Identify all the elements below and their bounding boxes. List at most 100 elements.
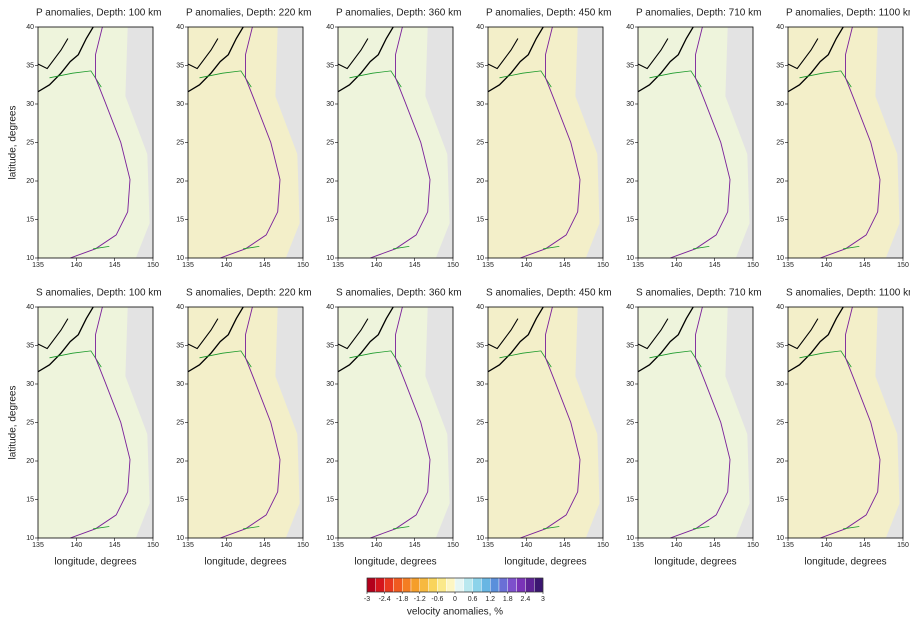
y-tick-label: 35 [476, 62, 484, 69]
x-tick-label: 145 [409, 542, 421, 549]
y-tick-label: 10 [626, 255, 634, 262]
y-tick-label: 35 [26, 62, 34, 69]
y-tick-label: 30 [176, 101, 184, 108]
colorbar-tick-label: 1.8 [503, 596, 513, 603]
y-tick-label: 25 [476, 139, 484, 146]
map-area [488, 307, 603, 538]
y-tick-label: 30 [176, 381, 184, 388]
y-tick-label: 15 [476, 216, 484, 223]
plate-boundary [93, 526, 110, 530]
y-tick-label: 40 [176, 304, 184, 311]
x-tick-label: 140 [670, 542, 682, 549]
x-axis-label: longitude, degrees [504, 557, 586, 568]
map-area [638, 27, 753, 258]
y-tick-label: 40 [626, 24, 634, 31]
y-tick-label: 15 [326, 216, 334, 223]
y-tick-label: 25 [626, 139, 634, 146]
plate-boundary [693, 526, 710, 530]
coastline [638, 38, 669, 70]
y-tick-label: 40 [176, 24, 184, 31]
y-tick-label: 25 [26, 419, 34, 426]
y-tick-label: 35 [776, 62, 784, 69]
data-region [338, 27, 450, 258]
x-tick-label: 150 [297, 542, 309, 549]
color-box [384, 577, 394, 593]
x-tick-label: 150 [747, 542, 759, 549]
trench [370, 27, 431, 258]
data-region [788, 27, 900, 258]
y-tick-label: 35 [476, 342, 484, 349]
color-box [428, 577, 438, 593]
trench [820, 27, 881, 258]
y-tick-label: 10 [626, 535, 634, 542]
y-tick-label: 10 [476, 535, 484, 542]
color-box [366, 577, 377, 593]
y-tick-label: 25 [326, 419, 334, 426]
x-tick-label: 145 [409, 262, 421, 269]
y-tick-label: 30 [26, 101, 34, 108]
y-tick-label: 15 [26, 496, 34, 503]
x-tick-label: 150 [597, 262, 609, 269]
y-tick-label: 25 [626, 419, 634, 426]
y-tick-label: 15 [626, 496, 634, 503]
plate-boundary [393, 246, 410, 250]
y-tick-label: 25 [326, 139, 334, 146]
y-tick-label: 30 [326, 101, 334, 108]
coastline [38, 318, 69, 350]
x-tick-label: 135 [182, 262, 194, 269]
x-tick-label: 140 [70, 542, 82, 549]
y-axis-label: latitude, degrees [8, 106, 19, 180]
x-tick-label: 135 [32, 542, 44, 549]
coastline [788, 38, 819, 70]
x-tick-label: 135 [632, 262, 644, 269]
panel-title: P anomalies, Depth: 450 km [486, 8, 611, 19]
trench [520, 27, 581, 258]
map-area [488, 27, 603, 258]
coastline [338, 318, 369, 350]
coastline [788, 307, 844, 373]
y-tick-label: 20 [176, 178, 184, 185]
color-box [446, 577, 456, 593]
x-tick-label: 135 [782, 262, 794, 269]
trench [670, 27, 731, 258]
color-box [454, 577, 465, 593]
y-tick-label: 40 [776, 24, 784, 31]
coastline [188, 38, 219, 70]
x-tick-label: 140 [820, 262, 832, 269]
map-area [788, 27, 903, 258]
y-tick-label: 25 [176, 419, 184, 426]
coastline [338, 307, 394, 373]
x-tick-label: 135 [182, 542, 194, 549]
trench [670, 307, 731, 538]
coastline [488, 318, 519, 350]
y-tick-label: 40 [326, 304, 334, 311]
panel-title: P anomalies, Depth: 360 km [336, 8, 461, 19]
data-region [338, 307, 450, 538]
x-tick-label: 135 [482, 262, 494, 269]
plate-boundary [393, 526, 410, 530]
color-box [375, 577, 385, 593]
color-box [507, 577, 517, 593]
y-tick-label: 40 [26, 304, 34, 311]
y-tick-label: 40 [626, 304, 634, 311]
plate-boundary [543, 246, 560, 250]
y-tick-label: 35 [26, 342, 34, 349]
x-tick-label: 145 [559, 542, 571, 549]
x-axis-label: longitude, degrees [354, 557, 436, 568]
colorbar-tick-label: -1.2 [414, 596, 426, 603]
color-box [498, 577, 509, 593]
map-area [38, 307, 153, 538]
x-tick-label: 140 [70, 262, 82, 269]
x-tick-label: 145 [259, 262, 271, 269]
color-box [525, 577, 535, 593]
panel-title: P anomalies, Depth: 100 km [36, 8, 161, 19]
x-tick-label: 150 [597, 542, 609, 549]
y-tick-label: 10 [176, 535, 184, 542]
y-tick-label: 25 [476, 419, 484, 426]
y-tick-label: 10 [326, 535, 334, 542]
x-tick-label: 135 [482, 542, 494, 549]
x-tick-label: 135 [32, 262, 44, 269]
x-axis-label: longitude, degrees [204, 557, 286, 568]
coastline [188, 318, 219, 350]
y-tick-label: 25 [26, 139, 34, 146]
